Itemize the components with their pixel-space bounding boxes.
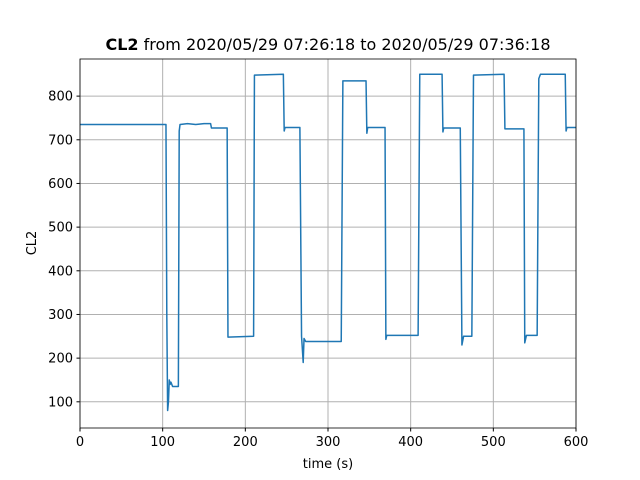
y-tick-label: 700 bbox=[48, 133, 73, 148]
y-tick-label: 300 bbox=[48, 308, 73, 323]
x-tick-label: 400 bbox=[398, 435, 423, 450]
y-tick-label: 100 bbox=[48, 395, 73, 410]
plot-frame bbox=[79, 58, 577, 429]
data-line bbox=[80, 73, 576, 412]
y-tick-label: 800 bbox=[48, 90, 73, 105]
x-tick-label: 300 bbox=[316, 435, 341, 450]
title-bold: CL2 bbox=[105, 35, 138, 54]
x-tick-label: 200 bbox=[233, 435, 258, 450]
y-axis-label: CL2 bbox=[25, 231, 40, 256]
chart-title: CL2 from 2020/05/29 07:26:18 to 2020/05/… bbox=[105, 35, 550, 54]
x-axis-label: time (s) bbox=[303, 457, 353, 472]
x-tick-label: 500 bbox=[481, 435, 506, 450]
y-tick-label: 400 bbox=[48, 264, 73, 279]
title-rest: from 2020/05/29 07:26:18 to 2020/05/29 0… bbox=[144, 35, 551, 54]
x-tick-label: 600 bbox=[564, 435, 589, 450]
y-tick-label: 200 bbox=[48, 352, 73, 367]
x-tick-label: 100 bbox=[150, 435, 175, 450]
y-tick-label: 600 bbox=[48, 177, 73, 192]
x-tick-label: 0 bbox=[76, 435, 84, 450]
y-tick-label: 500 bbox=[48, 221, 73, 236]
